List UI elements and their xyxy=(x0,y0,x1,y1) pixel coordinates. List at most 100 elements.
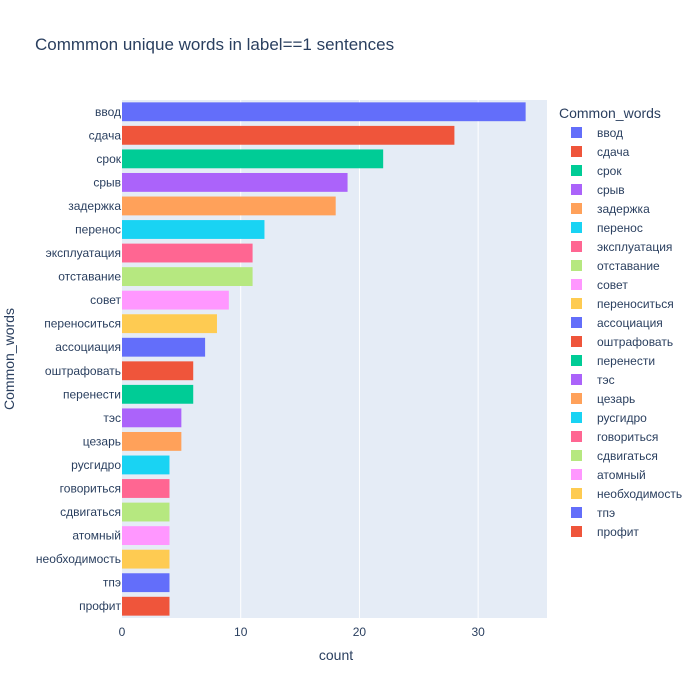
legend-label: задержка xyxy=(597,202,650,216)
y-tick-label: необходимость xyxy=(36,552,121,566)
legend-swatch xyxy=(571,526,582,537)
bar xyxy=(122,314,217,334)
legend-swatch xyxy=(571,488,582,499)
legend-label: необходимость xyxy=(597,487,682,501)
legend-swatch xyxy=(571,431,582,442)
legend-swatch xyxy=(571,412,582,423)
legend-label: перенести xyxy=(597,354,655,368)
x-tick-label: 20 xyxy=(353,625,367,639)
bars xyxy=(122,102,526,616)
legend-label: срыв xyxy=(597,183,625,197)
bar xyxy=(122,196,336,216)
bar xyxy=(122,102,526,122)
bar xyxy=(122,526,170,546)
bar xyxy=(122,455,170,475)
legend-swatch xyxy=(571,203,582,214)
y-tick-label: профит xyxy=(79,599,121,613)
y-tick-label: перенос xyxy=(75,223,121,237)
legend-label: совет xyxy=(597,278,628,292)
x-axis-ticks: 0 10 20 30 xyxy=(119,625,485,639)
legend-label: переноситься xyxy=(597,297,674,311)
bar xyxy=(122,502,170,522)
bar xyxy=(122,267,253,287)
y-tick-label: срок xyxy=(96,152,121,166)
legend-label: перенос xyxy=(597,221,643,235)
legend-label: оштрафовать xyxy=(597,335,673,349)
y-tick-label: атомный xyxy=(72,529,121,543)
y-tick-label: переноситься xyxy=(44,317,121,331)
bar xyxy=(122,479,170,498)
y-tick-label: тэс xyxy=(103,411,121,425)
bar xyxy=(122,431,182,451)
bar xyxy=(122,149,384,169)
y-tick-label: отставание xyxy=(58,270,121,284)
legend-label: русгидро xyxy=(597,411,647,425)
y-tick-label: эксплуатация xyxy=(46,246,121,260)
legend-label: тэс xyxy=(597,373,615,387)
legend-label: сдвигаться xyxy=(597,449,658,463)
legend-label: ассоциация xyxy=(597,316,663,330)
bar xyxy=(122,290,229,310)
legend-swatch xyxy=(571,298,582,309)
legend-swatch xyxy=(571,241,582,252)
bar xyxy=(122,125,455,145)
legend-swatch xyxy=(571,393,582,404)
y-tick-label: совет xyxy=(90,293,121,307)
legend-swatch xyxy=(571,317,582,328)
legend-label: эксплуатация xyxy=(597,240,672,254)
legend-swatch xyxy=(571,469,582,480)
legend-label: профит xyxy=(597,525,639,539)
legend-swatch xyxy=(571,165,582,176)
legend-swatch xyxy=(571,336,582,347)
y-tick-label: ввод xyxy=(95,105,121,119)
bar xyxy=(122,573,170,593)
chart-title: Commmon unique words in label==1 sentenc… xyxy=(35,35,394,54)
y-tick-label: сдача xyxy=(89,128,122,142)
bar xyxy=(122,596,170,616)
legend-swatch xyxy=(571,146,582,157)
bar xyxy=(122,337,206,357)
legend-label: ввод xyxy=(597,126,623,140)
y-axis-ticks: ввод сдача срок срыв задержка перенос эксплуат… xyxy=(36,105,122,613)
legend-swatch xyxy=(571,222,582,233)
legend-swatch xyxy=(571,374,582,385)
bar xyxy=(122,172,348,192)
y-tick-label: оштрафовать xyxy=(45,364,121,378)
legend-label: срок xyxy=(597,164,622,178)
y-tick-label: сдвигаться xyxy=(60,505,121,519)
bar xyxy=(122,220,265,239)
legend-label: отставание xyxy=(597,259,660,273)
y-tick-label: цезарь xyxy=(83,434,121,448)
legend-title: Common_words xyxy=(559,105,661,121)
y-tick-label: русгидро xyxy=(71,458,121,472)
legend-label: атомный xyxy=(597,468,646,482)
bar xyxy=(122,243,253,263)
x-tick-label: 0 xyxy=(119,625,126,639)
legend-swatch xyxy=(571,355,582,366)
y-tick-label: задержка xyxy=(68,199,121,213)
legend-label: сдача xyxy=(597,145,630,159)
x-tick-label: 30 xyxy=(471,625,485,639)
y-tick-label: говориться xyxy=(60,482,121,496)
y-tick-label: ассоциация xyxy=(55,340,121,354)
bar xyxy=(122,361,194,381)
legend-label: тпэ xyxy=(597,506,615,520)
y-tick-label: перенести xyxy=(63,387,121,401)
bar xyxy=(122,549,170,569)
legend-swatch xyxy=(571,279,582,290)
y-tick-label: тпэ xyxy=(103,576,121,590)
x-tick-label: 10 xyxy=(234,625,248,639)
legend-swatch xyxy=(571,507,582,518)
legend-swatch xyxy=(571,184,582,195)
legend-label: цезарь xyxy=(597,392,635,406)
y-tick-label: срыв xyxy=(93,175,121,189)
legend-swatch xyxy=(571,450,582,461)
x-axis-title: count xyxy=(319,647,353,663)
y-axis-title: Common_words xyxy=(1,308,17,410)
bar xyxy=(122,384,194,404)
legend-swatch xyxy=(571,127,582,138)
bar xyxy=(122,408,182,428)
legend: Common_words ввод сдача срок срыв задержка пе… xyxy=(559,105,682,539)
legend-swatch xyxy=(571,260,582,271)
